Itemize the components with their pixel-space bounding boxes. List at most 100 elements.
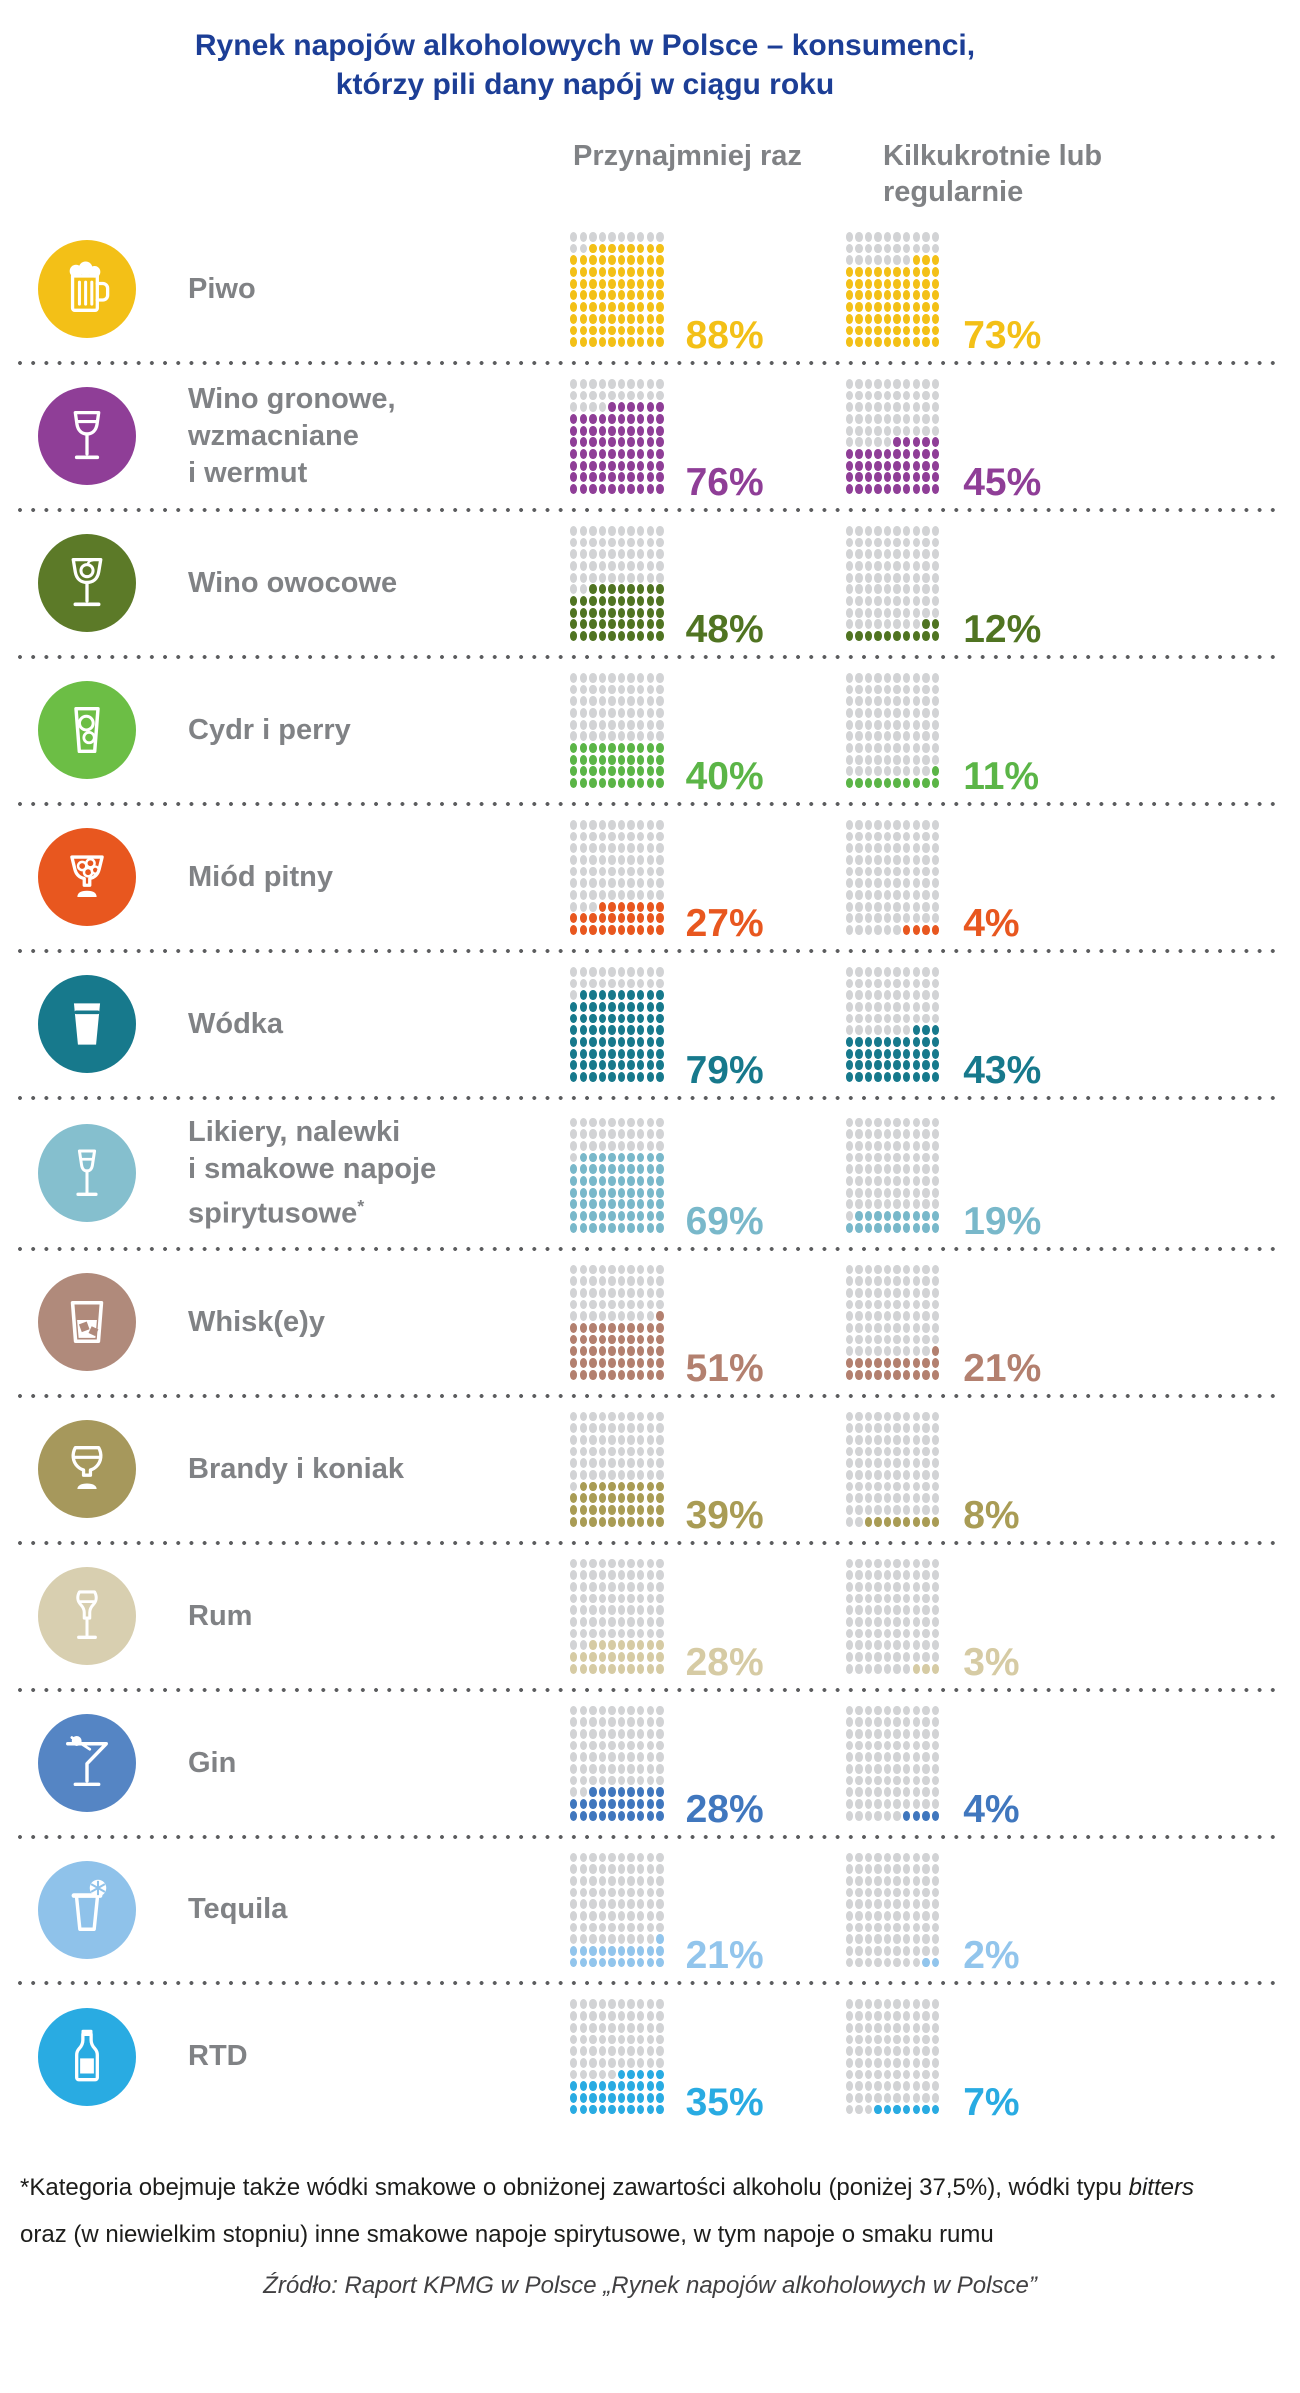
dot-grid-regular bbox=[845, 232, 940, 347]
column-headers: Przynajmniej raz Kilkukrotnie lub regula… bbox=[0, 138, 1300, 210]
category-row: Tequila 21% 2% bbox=[0, 1839, 1300, 1982]
page-title: Rynek napojów alkoholowych w Polsce – ko… bbox=[0, 0, 1170, 104]
category-label: Wino owocowe bbox=[188, 566, 398, 599]
percent-regular: 43% bbox=[963, 1048, 1042, 1092]
category-row: RTD 35% 7% bbox=[0, 1985, 1300, 2128]
row-separator bbox=[18, 801, 1282, 806]
category-label: Wódka bbox=[188, 1007, 284, 1040]
dot-grid-regular bbox=[845, 1558, 940, 1674]
dot-grid-regular bbox=[845, 525, 940, 641]
dot-grid-once bbox=[570, 819, 664, 935]
dot-grid-regular bbox=[845, 1705, 940, 1821]
brandy-snifter-icon bbox=[38, 1420, 136, 1519]
mead-glass-icon bbox=[38, 828, 136, 927]
percent-once: 27% bbox=[685, 901, 764, 945]
row-separator bbox=[18, 1246, 1282, 1251]
percent-once: 88% bbox=[685, 313, 764, 357]
dot-grid-regular bbox=[845, 672, 940, 788]
row-separator bbox=[18, 1393, 1282, 1398]
dot-grid-regular bbox=[845, 1852, 940, 1968]
footnote-line2: oraz (w niewielkim stopniu) inne smakowe… bbox=[20, 2221, 994, 2249]
dot-grid-regular bbox=[845, 1999, 940, 2115]
dot-grid-once bbox=[570, 1264, 664, 1380]
category-row: Whisk(e)y 51% 21% bbox=[0, 1251, 1300, 1394]
dot-grid-once bbox=[570, 1852, 664, 1968]
percent-once: 28% bbox=[685, 1640, 764, 1684]
category-label: Piwo bbox=[188, 272, 256, 305]
percent-regular: 8% bbox=[963, 1493, 1020, 1537]
category-label: Rum bbox=[188, 1599, 253, 1632]
footnote-asterisk: * bbox=[357, 1195, 365, 1216]
percent-once: 79% bbox=[685, 1048, 764, 1092]
dot-grid-once bbox=[570, 525, 664, 641]
percent-once: 39% bbox=[685, 1493, 764, 1537]
category-row: Likiery, nalewki i smakowe napoje spirytus… bbox=[0, 1100, 1300, 1247]
liqueur-glass-icon bbox=[38, 1124, 136, 1223]
percent-regular: 19% bbox=[963, 1199, 1042, 1243]
column-header-once: Przynajmniej raz bbox=[573, 140, 802, 172]
category-row: Wino gronowe, wzmacniane i wermut 76% 45% bbox=[0, 365, 1300, 508]
percent-regular: 4% bbox=[963, 1787, 1020, 1831]
row-separator bbox=[18, 1834, 1282, 1839]
percent-regular: 73% bbox=[963, 313, 1042, 357]
row-separator bbox=[18, 654, 1282, 659]
dot-grid-once bbox=[570, 1117, 664, 1233]
title-line2: którzy pili dany napój w ciągu roku bbox=[335, 68, 835, 101]
source-line: Źródło: Raport KPMG w Polsce „Rynek napo… bbox=[263, 2272, 1037, 2300]
dot-grid-once bbox=[570, 672, 664, 788]
rtd-bottle-icon bbox=[38, 2007, 136, 2106]
category-row: Miód pitny 27% 4% bbox=[0, 806, 1300, 949]
title-line1: Rynek napojów alkoholowych w Polsce – ko… bbox=[194, 29, 976, 62]
category-row: Piwo 88% 73% bbox=[0, 218, 1300, 361]
dot-grid-regular bbox=[845, 378, 940, 494]
percent-regular: 3% bbox=[963, 1640, 1020, 1684]
percent-once: 35% bbox=[685, 2081, 764, 2125]
dot-grid-once bbox=[570, 1999, 664, 2115]
category-label: Whisk(e)y bbox=[188, 1305, 325, 1338]
category-label: Wino gronowe, wzmacniane i wermut bbox=[188, 382, 396, 489]
footnote: *Kategoria obejmuje także wódki smakowe … bbox=[20, 2164, 1280, 2258]
category-label: Brandy i koniak bbox=[188, 1452, 404, 1485]
row-separator bbox=[18, 1981, 1282, 1986]
row-separator bbox=[18, 948, 1282, 953]
category-label: Gin bbox=[188, 1746, 237, 1779]
category-row: Rum 28% 3% bbox=[0, 1545, 1300, 1688]
percent-once: 51% bbox=[685, 1346, 764, 1390]
row-separator bbox=[18, 1687, 1282, 1692]
dot-grid-regular bbox=[845, 819, 940, 935]
percent-once: 48% bbox=[685, 607, 764, 651]
dot-grid-once bbox=[570, 1558, 664, 1674]
category-row: Wódka 79% 43% bbox=[0, 953, 1300, 1096]
dot-grid-regular bbox=[845, 1117, 940, 1233]
dot-grid-once bbox=[570, 1411, 664, 1527]
dot-grid-once bbox=[570, 232, 664, 347]
category-label: Tequila bbox=[188, 1893, 288, 1926]
row-separator bbox=[18, 1095, 1282, 1100]
row-separator bbox=[18, 1540, 1282, 1545]
beer-mug-icon bbox=[38, 240, 136, 339]
category-row: Cydr i perry 40% 11% bbox=[0, 659, 1300, 802]
footnote-text: *Kategoria obejmuje także wódki smakowe … bbox=[20, 2174, 1129, 2202]
whisky-tumbler-icon bbox=[38, 1273, 136, 1372]
category-label: Cydr i perry bbox=[188, 713, 351, 746]
percent-regular: 45% bbox=[963, 460, 1042, 504]
percent-regular: 12% bbox=[963, 607, 1042, 651]
gin-martini-icon bbox=[38, 1714, 136, 1812]
category-label: Likiery, nalewki i smakowe napoje spirytus… bbox=[188, 1115, 437, 1230]
tequila-shot-icon bbox=[38, 1860, 136, 1959]
dot-grid-regular bbox=[845, 966, 940, 1082]
dot-grid-regular bbox=[845, 1411, 940, 1527]
percent-once: 69% bbox=[685, 1199, 764, 1243]
percent-once: 40% bbox=[685, 754, 764, 798]
percent-regular: 21% bbox=[963, 1346, 1042, 1390]
percent-regular: 7% bbox=[963, 2081, 1020, 2125]
row-separator bbox=[18, 360, 1282, 365]
category-row: Gin 28% 4% bbox=[0, 1692, 1300, 1835]
wine-glass-icon bbox=[38, 387, 136, 486]
cider-glass-icon bbox=[38, 681, 136, 780]
percent-once: 21% bbox=[685, 1934, 764, 1978]
percent-regular: 4% bbox=[963, 901, 1020, 945]
dot-grid-once bbox=[570, 966, 664, 1082]
category-label: Miód pitny bbox=[188, 860, 333, 893]
